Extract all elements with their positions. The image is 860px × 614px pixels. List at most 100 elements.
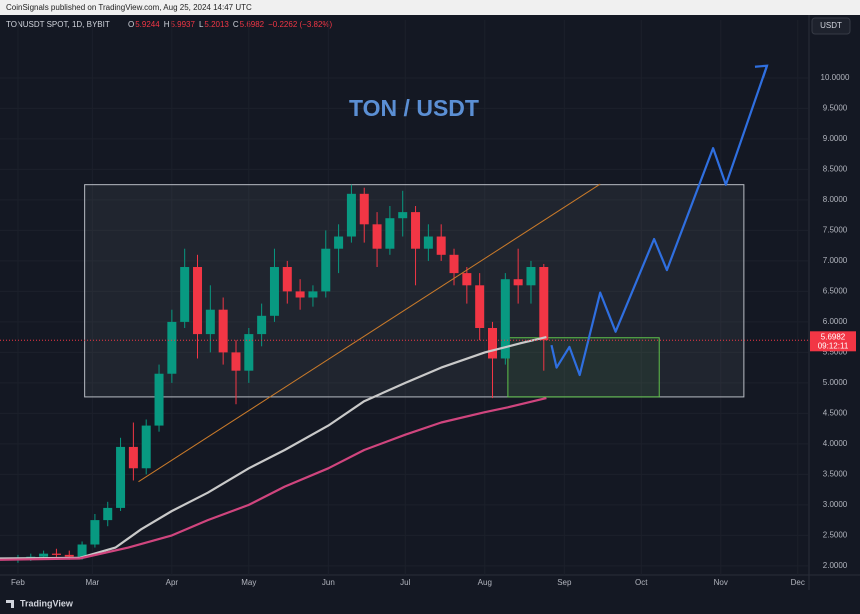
candle-body — [385, 218, 395, 249]
x-tick-label: Sep — [557, 578, 572, 587]
candle-body — [308, 291, 318, 298]
y-tick-label: 9.5000 — [823, 104, 848, 113]
candle-body — [39, 553, 49, 557]
footer-brand: TradingView — [20, 598, 74, 608]
candle-body — [295, 291, 305, 298]
ohlc-change: −0.2262 (−3.82%) — [268, 20, 332, 29]
candle-body — [205, 309, 215, 335]
x-tick-label: Jul — [400, 578, 410, 587]
chart-title: TON / USDT — [349, 95, 479, 121]
candle-body — [487, 327, 497, 359]
ohlc-value: 5.6982 — [240, 20, 265, 29]
line — [138, 183, 601, 483]
y-tick-label: 3.5000 — [823, 469, 848, 478]
y-tick-label: 6.5000 — [823, 287, 848, 296]
candle-body — [462, 273, 472, 286]
candle-body — [116, 446, 126, 508]
x-tick-label: Mar — [85, 578, 99, 587]
candle-body — [244, 334, 254, 371]
candle-body — [526, 267, 536, 286]
countdown: 09:12:11 — [818, 341, 849, 350]
candle-body — [103, 507, 113, 521]
ohlc-value: 5.2013 — [204, 20, 229, 29]
y-tick-label: 5.0000 — [823, 378, 848, 387]
candle-body — [141, 425, 151, 469]
x-tick-label: Aug — [478, 578, 492, 587]
candle-body — [500, 279, 510, 359]
footer — [0, 592, 860, 614]
y-tick-label: 4.5000 — [823, 408, 848, 417]
candle-body — [475, 285, 485, 328]
candle-body — [411, 212, 421, 249]
y-tick-label: 10.0000 — [821, 73, 850, 82]
symbol: TONUSDT SPOT, 1D, BYBIT — [6, 20, 110, 29]
candle-body — [282, 267, 292, 292]
candle-body — [231, 352, 241, 371]
publisher: CoinSignals published on TradingView.com… — [6, 3, 252, 12]
candle-body — [218, 309, 228, 353]
x-tick-label: Apr — [166, 578, 179, 587]
candle-body — [436, 236, 446, 255]
x-tick-label: Nov — [714, 578, 728, 587]
candle-body — [180, 267, 190, 322]
ohlc-label: H — [164, 20, 170, 29]
last-price-label: 5.6982 — [821, 332, 846, 341]
y-tick-label: 2.5000 — [823, 530, 848, 539]
line — [0, 397, 547, 561]
y-tick-label: 3.0000 — [823, 500, 848, 509]
last-price-tag — [810, 331, 856, 352]
ohlc-label: L — [199, 20, 204, 29]
candle-body — [372, 224, 382, 249]
candle-body — [359, 193, 369, 225]
ohlc-value: 5.9937 — [170, 20, 195, 29]
candle-body — [321, 248, 331, 292]
currency: USDT — [820, 21, 842, 30]
candle-body — [423, 236, 433, 249]
ohlc-value: 5.9244 — [135, 20, 160, 29]
candle-body — [77, 544, 87, 557]
candle-body — [269, 267, 279, 316]
y-tick-label: 6.0000 — [823, 317, 848, 326]
candle-body — [334, 236, 344, 249]
line — [550, 65, 769, 377]
candle-body — [167, 321, 177, 374]
candle-body — [90, 520, 100, 545]
x-tick-label: Jun — [322, 578, 335, 587]
x-tick-label: Dec — [791, 578, 805, 587]
candle-body — [257, 315, 267, 335]
zone-box — [507, 337, 660, 398]
currency-box — [811, 17, 851, 35]
candle-body — [154, 373, 164, 426]
y-tick-label: 5.5000 — [823, 347, 848, 356]
arrow-head — [754, 64, 769, 79]
candle-body — [449, 254, 459, 274]
publish-bar — [0, 0, 860, 15]
y-tick-label: 9.0000 — [823, 134, 848, 143]
ohlc-label: C — [233, 20, 239, 29]
candle-body — [398, 212, 408, 219]
y-tick-label: 7.0000 — [823, 256, 848, 265]
x-tick-label: Feb — [11, 578, 25, 587]
candle-body — [64, 554, 74, 557]
y-tick-label: 7.5000 — [823, 226, 848, 235]
y-tick-label: 8.0000 — [823, 195, 848, 204]
candle-body — [346, 193, 356, 237]
y-tick-label: 8.5000 — [823, 165, 848, 174]
y-tick-label: 4.0000 — [823, 439, 848, 448]
candle-body — [193, 267, 203, 335]
candle-body — [539, 267, 549, 341]
ohlc-legend: O 5.9244 H 5.9937 L 5.2013 C 5.6982 −0.2262 (−3.… — [128, 20, 333, 29]
candle-body — [513, 279, 523, 286]
candle-body — [128, 446, 138, 469]
x-tick-label: Oct — [635, 578, 648, 587]
logo — [6, 600, 14, 608]
candle-body — [51, 553, 61, 555]
y-tick-label: 2.0000 — [823, 561, 848, 570]
ohlc-label: O — [128, 20, 134, 29]
x-tick-label: May — [241, 578, 256, 587]
line — [0, 336, 547, 560]
plot — [0, 20, 808, 575]
